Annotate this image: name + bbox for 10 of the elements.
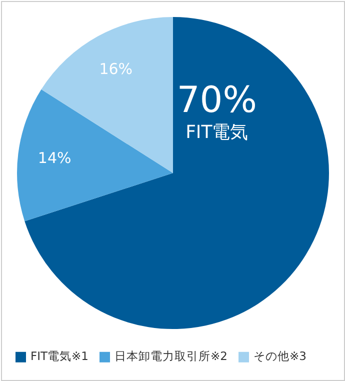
- data-label: 14%: [38, 149, 72, 168]
- pie-slice: [41, 17, 173, 173]
- legend-label: その他※3: [254, 349, 306, 364]
- pie-slice: [24, 17, 329, 329]
- legend-label: FIT電気※1: [30, 349, 88, 364]
- data-label: 16%: [99, 60, 133, 78]
- pie-slice: [17, 89, 173, 222]
- legend-label: 日本卸電力取引所※2: [114, 349, 228, 364]
- text: FIT電気: [186, 122, 248, 143]
- data-label: 70%: [176, 80, 257, 121]
